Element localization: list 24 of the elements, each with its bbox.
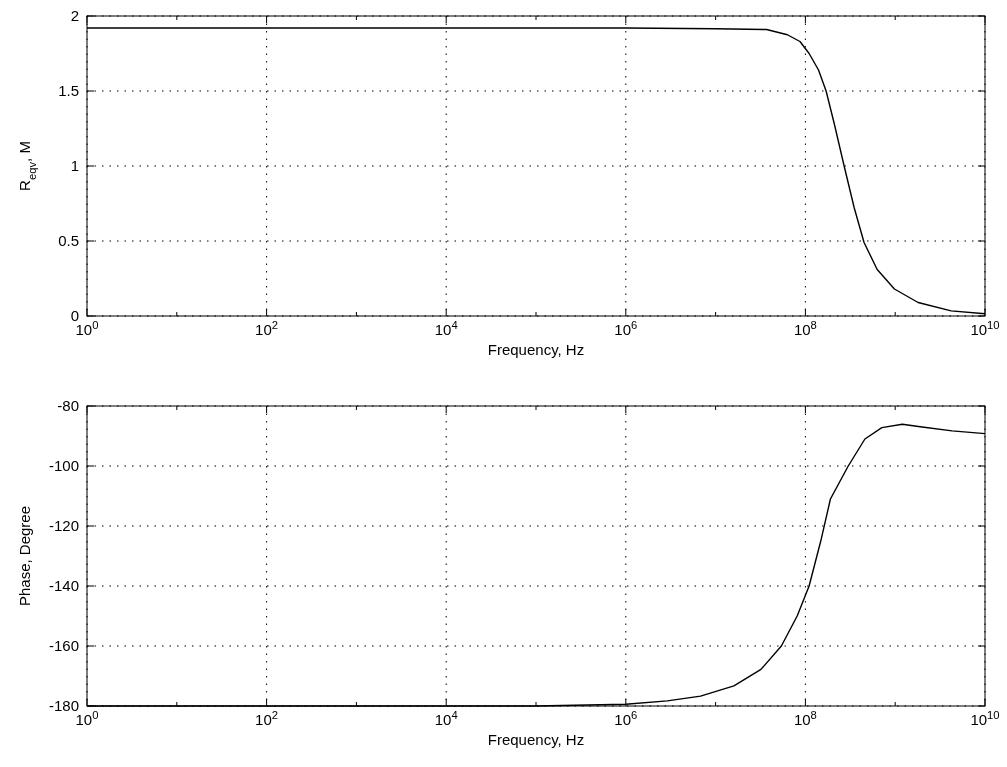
y-tick-label: -140 <box>48 577 79 594</box>
y-axis-title: Phase, Degree <box>16 505 33 607</box>
x-tick-label: 10$^{4}$ <box>434 319 458 338</box>
y-tick-label: 1 <box>70 157 79 174</box>
x-tick-label: 10$^{8}$ <box>793 709 817 728</box>
x-axis-title: Frequency, Hz <box>487 731 585 748</box>
y-tick-label: 0 <box>70 307 79 324</box>
x-tick-label: 10$^{10}$ <box>970 319 1000 338</box>
y-tick-label: -80 <box>57 397 79 414</box>
x-tick-label: 10$^{2}$ <box>255 319 279 338</box>
x-tick-label: 10$^{8}$ <box>793 319 817 338</box>
y-tick-label: 2 <box>70 7 79 24</box>
x-tick-label: 10$^{6}$ <box>614 319 638 338</box>
y-tick-label: -100 <box>48 457 79 474</box>
x-tick-label: 10$^{10}$ <box>970 709 1000 728</box>
y-tick-label: 0.5 <box>58 232 79 249</box>
y-tick-label: 1.5 <box>58 82 79 99</box>
y-tick-label: -180 <box>48 697 79 714</box>
x-tick-label: 10$^{6}$ <box>614 709 638 728</box>
x-tick-label: 10$^{2}$ <box>255 709 279 728</box>
y-tick-label: -160 <box>48 637 79 654</box>
x-tick-label: 10$^{4}$ <box>434 709 458 728</box>
x-axis-title: Frequency, Hz <box>487 341 585 358</box>
y-tick-label: -120 <box>48 517 79 534</box>
